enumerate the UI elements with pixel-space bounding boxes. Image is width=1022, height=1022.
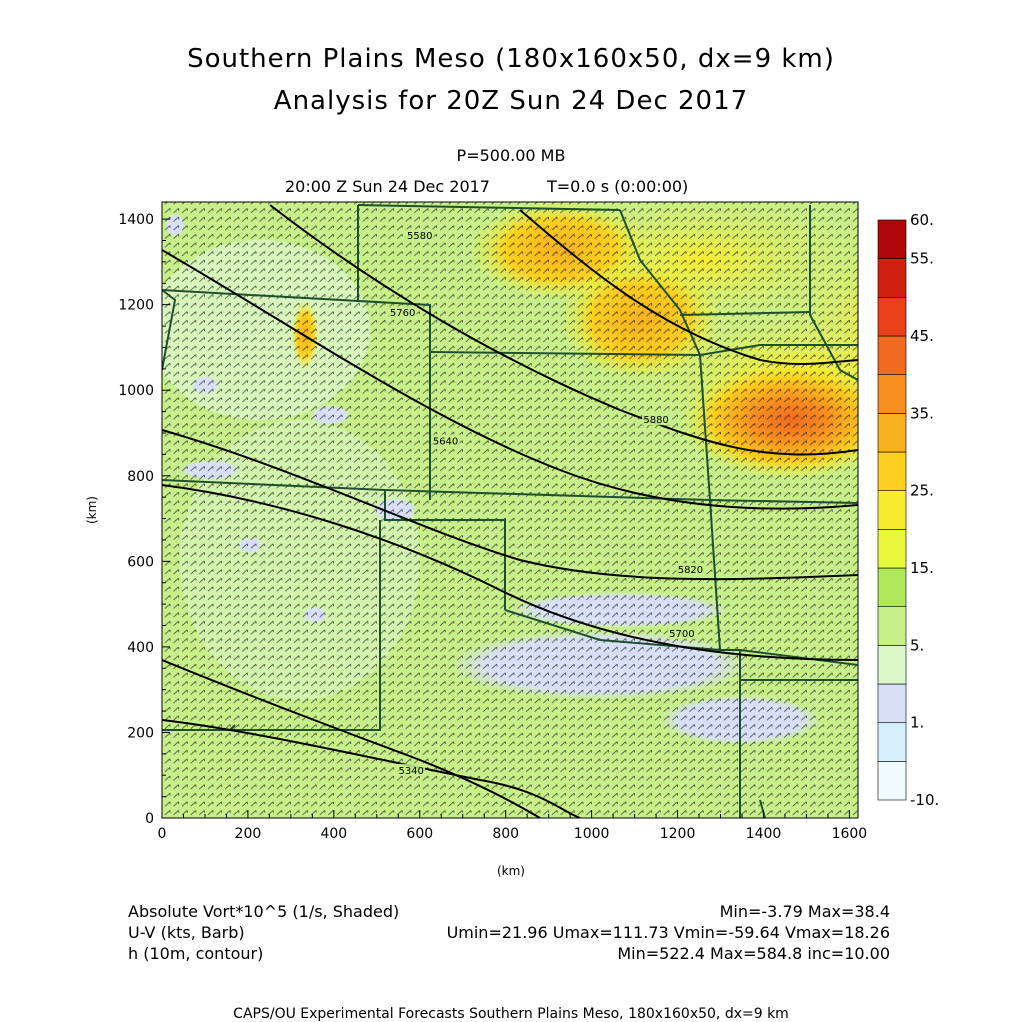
x-tick-label: 600 (406, 826, 433, 842)
x-tick-label: 200 (235, 826, 262, 842)
contour-labels: 5880 5820 5700 5580 5640 5760 5340 (388, 229, 705, 777)
x-tick-label: 0 (158, 826, 167, 842)
colorbar-label: -10. (910, 791, 939, 809)
colorbar-segment (877, 258, 907, 298)
model-time: T=0.0 s (0:00:00) (547, 177, 689, 196)
x-tick-label: 800 (492, 826, 519, 842)
colorbar-segment (877, 645, 907, 685)
colorbar-segment (877, 606, 907, 646)
colorbar-segment (877, 722, 907, 762)
colorbar-segment (877, 297, 907, 337)
y-axis-ticks: 0 200 400 600 800 1000 1200 1400 (118, 212, 170, 827)
contour-label: 5700 (669, 629, 694, 640)
colorbar-label: 60. (910, 211, 934, 229)
colorbar-segment (877, 761, 907, 801)
colorbar-label: 45. (910, 327, 934, 345)
barb-field-stats: Umin=21.96 Umax=111.73 Vmin=-59.64 Vmax=… (446, 923, 890, 942)
contour-label-bg (431, 434, 460, 447)
contour-label-bg (397, 763, 426, 776)
y-axis-label: (km) (85, 496, 99, 524)
title-line-2: Analysis for 20Z Sun 24 Dec 2017 (273, 86, 749, 116)
contour-label: 5340 (398, 766, 423, 777)
contour-label: 5820 (678, 565, 703, 576)
plot-frame (161, 201, 859, 819)
contour-label-bg (667, 627, 696, 640)
x-axis-ticks: 0 200 400 600 800 1000 1200 1400 1600 (158, 810, 868, 842)
colorbar-segment (877, 683, 907, 723)
contour-label-bg (642, 413, 671, 426)
pressure-level: P=500.00 MB (456, 146, 566, 165)
colorbar-segment (877, 413, 907, 453)
colorbar-label: 35. (910, 404, 934, 422)
colorbar-label: 55. (910, 250, 934, 268)
colorbar-label: 5. (910, 636, 924, 654)
contour-field-name: h (10m, contour) (128, 944, 264, 963)
contour-label: 5580 (407, 231, 432, 242)
x-axis-label: (km) (497, 864, 525, 878)
contour-label: 5760 (390, 308, 415, 319)
footer-credit: CAPS/OU Experimental Forecasts Southern … (233, 1006, 789, 1022)
y-tick-label: 400 (127, 640, 154, 656)
contour-label-bg (388, 306, 417, 319)
contour-label-bg (405, 229, 434, 242)
colorbar-segment (877, 451, 907, 491)
title-line-1: Southern Plains Meso (180x160x50, dx=9 k… (187, 44, 835, 74)
x-tick-label: 1400 (746, 826, 782, 842)
barb-field-name: U-V (kts, Barb) (128, 923, 245, 942)
contour-label-bg (676, 562, 705, 575)
colorbar-segment (877, 335, 907, 375)
state-borders (162, 204, 858, 818)
colorbar-label: 25. (910, 482, 934, 500)
contour-label: 5640 (433, 437, 458, 448)
y-tick-label: 800 (127, 469, 154, 485)
x-tick-label: 1200 (660, 826, 696, 842)
colorbar-label: 1. (910, 714, 924, 732)
colorbar-segment (877, 219, 907, 259)
height-contours (162, 204, 858, 818)
contour-field-stats: Min=522.4 Max=584.8 inc=10.00 (617, 944, 890, 963)
y-tick-label: 0 (145, 811, 154, 827)
colorbar-segment (877, 567, 907, 607)
x-tick-label: 1000 (574, 826, 610, 842)
vorticity-shading (162, 202, 858, 818)
y-tick-label: 1200 (118, 298, 154, 314)
colorbar: 60. 55. 45. 35. 25. 15. 5. 1. -10. (877, 211, 939, 809)
y-tick-label: 200 (127, 725, 154, 741)
y-tick-label: 600 (127, 554, 154, 570)
y-tick-label: 1400 (118, 212, 154, 228)
colorbar-label: 15. (910, 559, 934, 577)
colorbar-segment (877, 374, 907, 414)
y-tick-label: 1000 (118, 383, 154, 399)
colorbar-segment (877, 529, 907, 569)
x-tick-label: 400 (320, 826, 347, 842)
contour-label: 5880 (643, 415, 668, 426)
x-tick-label: 1600 (832, 826, 868, 842)
shaded-field-name: Absolute Vort*10^5 (1/s, Shaded) (128, 902, 400, 921)
valid-time: 20:00 Z Sun 24 Dec 2017 (285, 177, 490, 196)
colorbar-segment (877, 490, 907, 530)
shaded-field-stats: Min=-3.79 Max=38.4 (719, 902, 890, 921)
